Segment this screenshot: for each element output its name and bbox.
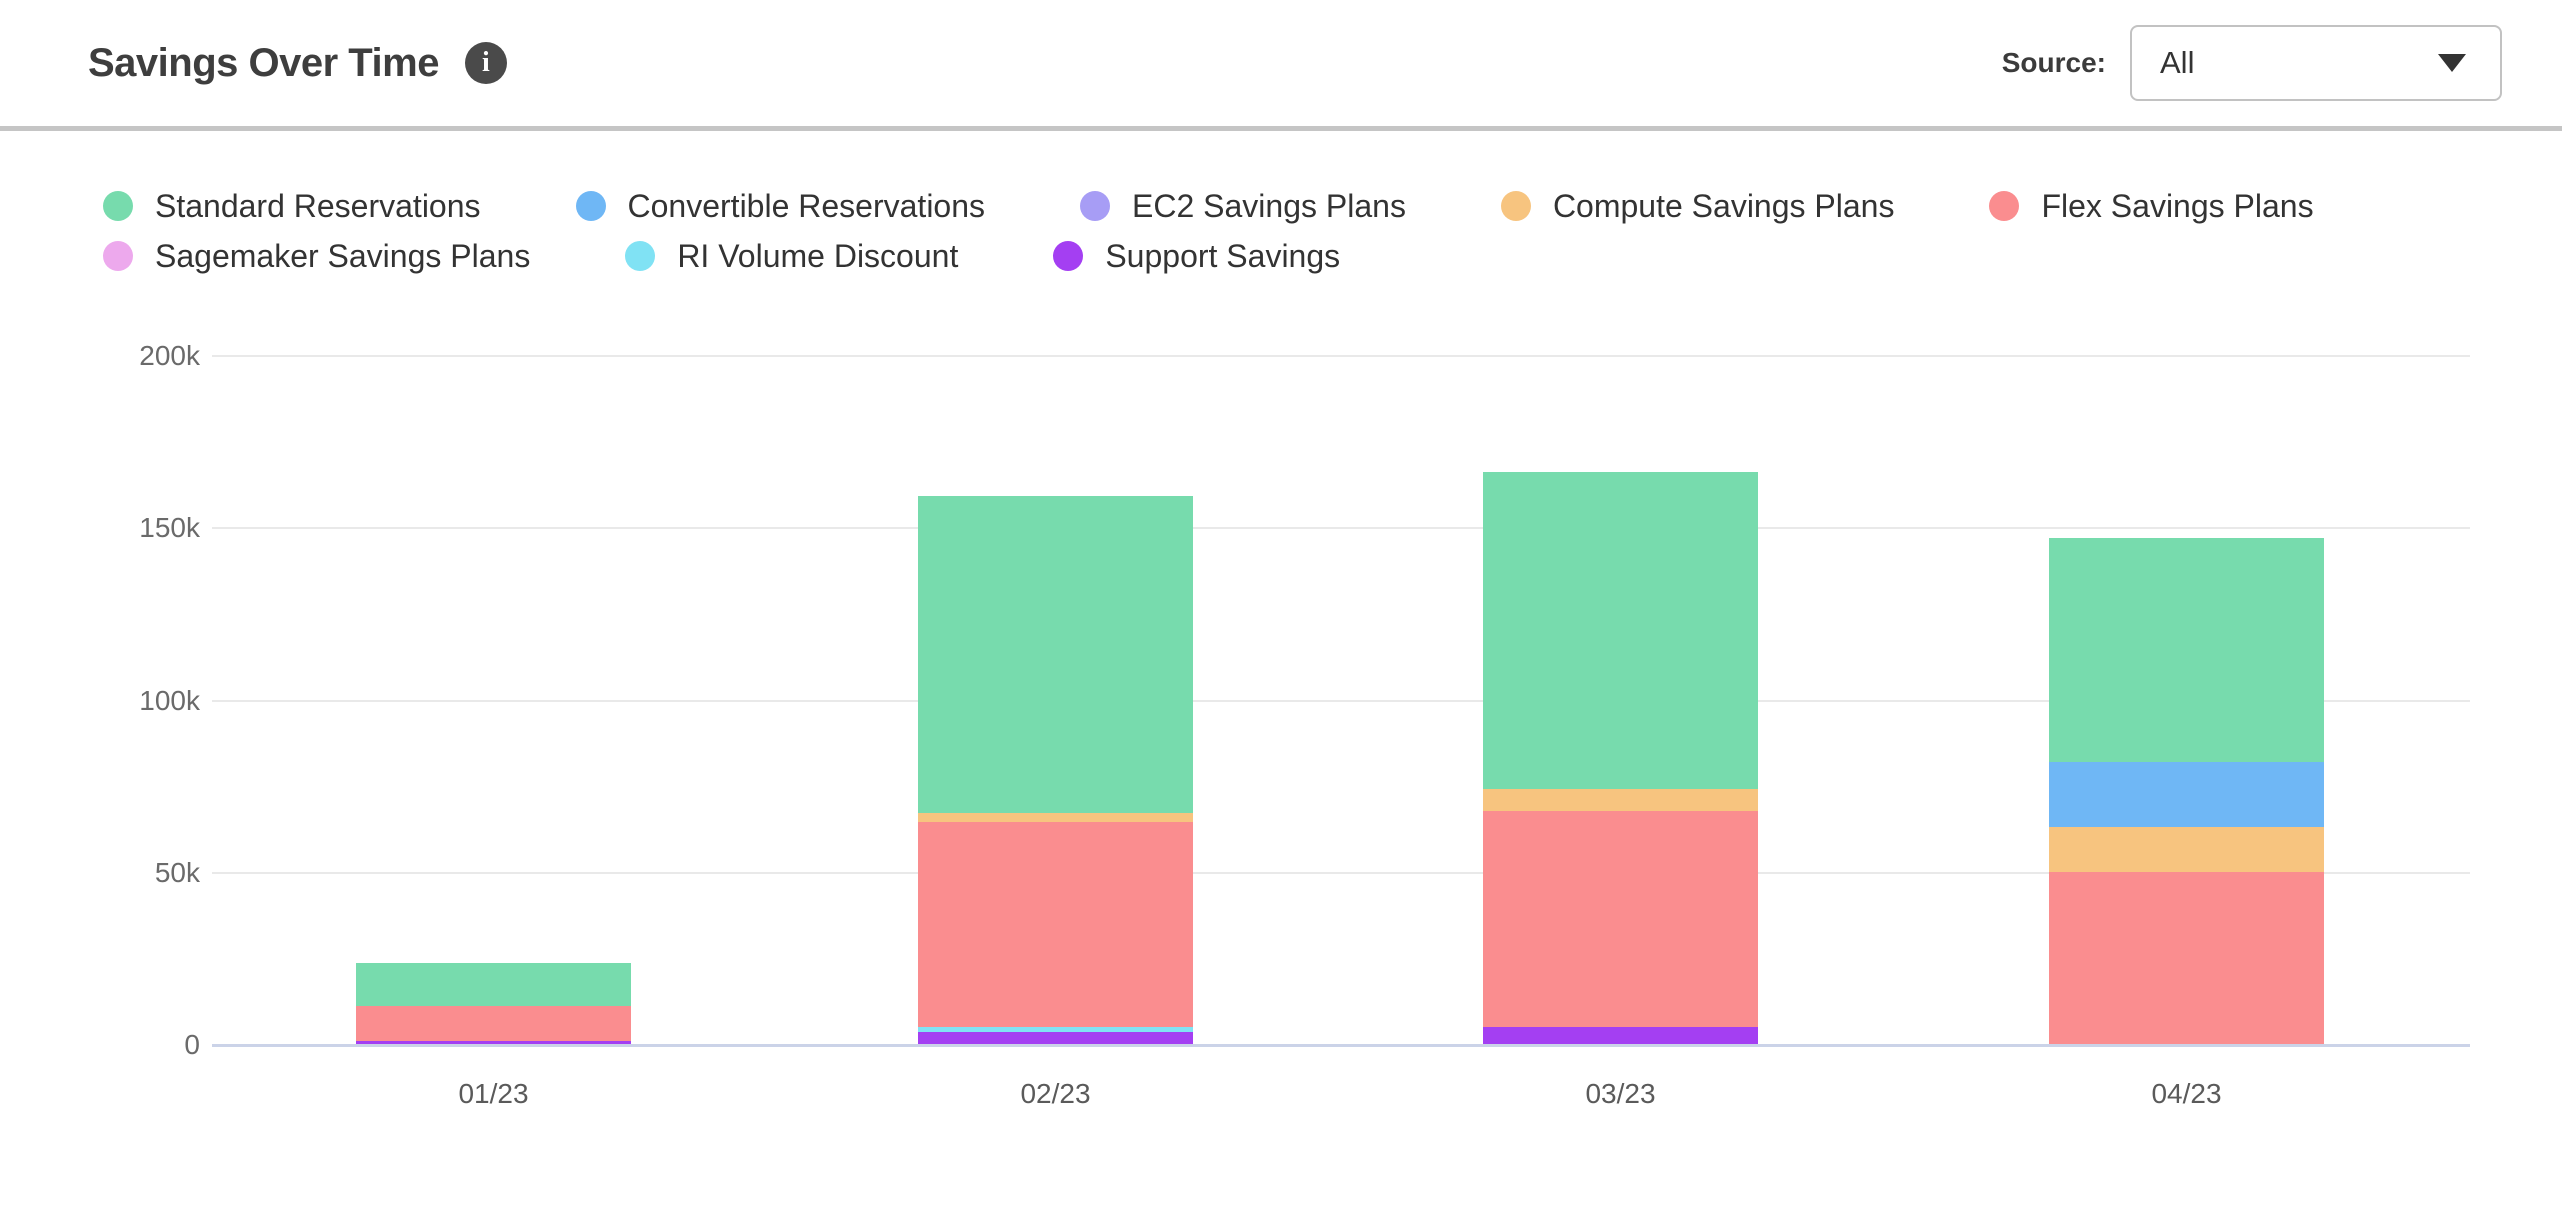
bar-segment[interactable]: [2049, 537, 2324, 762]
stacked-bar: [1483, 472, 1758, 1044]
legend-item-label: Convertible Reservations: [627, 187, 986, 224]
source-select[interactable]: All: [2130, 25, 2502, 101]
bar-segment[interactable]: [1483, 472, 1758, 790]
source-label: Source:: [2001, 47, 2106, 78]
gridline: [212, 871, 2470, 874]
bar-segment[interactable]: [1483, 789, 1758, 812]
x-axis-tick-label: 04/23: [2151, 1078, 2222, 1109]
bar-segment[interactable]: [918, 496, 1193, 814]
header-divider: [0, 126, 2562, 131]
gridline: [212, 355, 2470, 357]
bar-segment[interactable]: [356, 1006, 631, 1041]
legend-item-label: Compute Savings Plans: [1552, 187, 1895, 224]
info-icon[interactable]: i: [464, 42, 507, 84]
legend-item[interactable]: Compute Savings Plans: [1500, 186, 1895, 226]
stacked-bar: [356, 963, 631, 1044]
x-axis-tick-label: 03/23: [1585, 1078, 1656, 1109]
legend-swatch-icon: [1080, 191, 1111, 221]
bar-segment[interactable]: [2049, 826, 2324, 872]
legend-item[interactable]: EC2 Savings Plans: [1080, 186, 1406, 226]
legend-swatch-icon: [1500, 191, 1531, 221]
gridline: [212, 527, 2470, 530]
legend-swatch-icon: [103, 241, 133, 271]
bar-segment[interactable]: [918, 813, 1193, 822]
legend-swatch-icon: [1989, 191, 2020, 221]
bar-segment[interactable]: [918, 1026, 1193, 1032]
bar-segment[interactable]: [918, 1031, 1193, 1044]
y-axis-tick-label: 200k: [139, 340, 200, 371]
panel-header: Savings Over Time i Source: All: [0, 0, 2562, 126]
legend-item-label: Support Savings: [1105, 237, 1341, 274]
y-axis-tick-label: 50k: [154, 856, 200, 888]
legend-item-label: EC2 Savings Plans: [1132, 187, 1406, 224]
legend-swatch-icon: [103, 191, 133, 221]
y-axis-tick-label: 100k: [139, 684, 200, 716]
x-axis-tick-label: 01/23: [458, 1078, 529, 1109]
chart-legend: Standard Reservations Convertible Reserva…: [103, 186, 2453, 276]
legend-item[interactable]: Convertible Reservations: [575, 186, 986, 226]
bar-segment[interactable]: [1483, 1026, 1758, 1044]
stacked-bar: [2049, 537, 2324, 1044]
stacked-bar: [918, 496, 1193, 1044]
legend-item[interactable]: Support Savings: [1053, 236, 1340, 276]
page-title: Savings Over Time: [88, 40, 439, 85]
chevron-down-icon: [2438, 54, 2466, 72]
bar-segment[interactable]: [918, 821, 1193, 1027]
legend-item-label: RI Volume Discount: [677, 237, 959, 274]
legend-swatch-icon: [1053, 241, 1084, 271]
legend-item[interactable]: Sagemaker Savings Plans: [103, 236, 530, 276]
bar-segment[interactable]: [356, 963, 631, 1007]
bar-segment[interactable]: [2049, 761, 2324, 827]
source-select-value: All: [2160, 45, 2195, 80]
legend-item-label: Standard Reservations: [155, 187, 481, 224]
x-axis-line: [212, 1044, 2470, 1047]
x-axis-tick-label: 02/23: [1020, 1078, 1091, 1109]
legend-item-label: Sagemaker Savings Plans: [155, 237, 531, 274]
y-axis-tick-label: 0: [184, 1029, 200, 1060]
bar-segment[interactable]: [1483, 811, 1758, 1027]
legend-swatch-icon: [625, 241, 656, 271]
legend-item-label: Flex Savings Plans: [2041, 187, 2314, 224]
legend-item[interactable]: Standard Reservations: [103, 186, 481, 226]
gridline: [212, 699, 2470, 702]
bar-segment[interactable]: [356, 1040, 631, 1044]
legend-item[interactable]: RI Volume Discount: [625, 236, 958, 276]
bar-segment[interactable]: [2049, 871, 2324, 1044]
legend-item[interactable]: Flex Savings Plans: [1989, 186, 2314, 226]
y-axis-tick-label: 150k: [139, 512, 200, 544]
legend-swatch-icon: [575, 191, 606, 221]
